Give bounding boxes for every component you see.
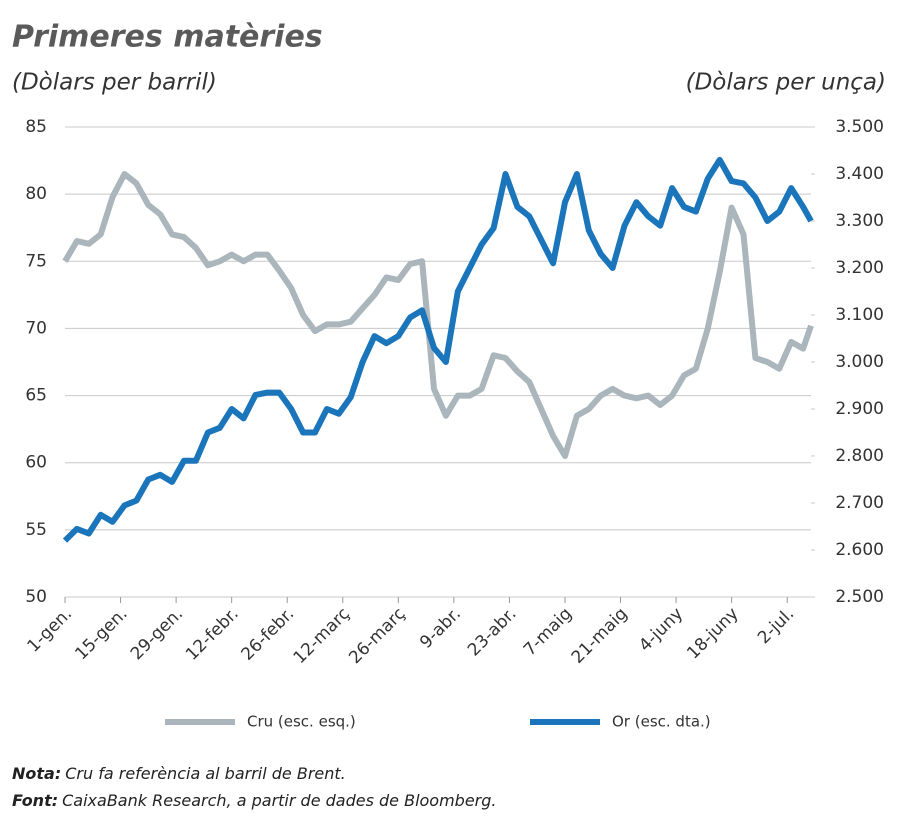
y-tick-label: 50 (25, 587, 47, 607)
note: Font: CaixaBank Research, a partir de dad… (12, 791, 497, 810)
x-tick-label: 26-febr. (238, 604, 299, 665)
x-tick-label: 29-gen. (127, 604, 187, 664)
y2-tick-label: 3.200 (835, 258, 884, 278)
x-tick-label: 23-abr. (464, 604, 520, 660)
series-line (62, 171, 814, 459)
x-tick-label: 26-març (345, 604, 409, 668)
x-tick-label: 7-maig (520, 604, 576, 660)
y2-tick-label: 3.100 (835, 305, 884, 325)
legend-label: Cru (esc. esq.) (247, 713, 356, 731)
note-text: Cru fa referència al barril de Brent. (65, 764, 346, 783)
x-tick-label: 9-abr. (416, 604, 465, 653)
x-tick-label: 1-gen. (23, 604, 76, 657)
y-tick-label: 65 (25, 386, 47, 406)
note-label: Font: (12, 791, 58, 810)
x-tick-label: 21-maig (568, 604, 632, 668)
y2-tick-label: 2.700 (835, 493, 884, 513)
note-label: Nota: (12, 764, 61, 783)
x-tick-label: 12-febr. (182, 604, 243, 665)
legend-label: Or (esc. dta.) (612, 713, 711, 731)
y-axis-title: (Dòlars per barril) (12, 70, 217, 96)
x-tick-label: 2-jul. (754, 604, 798, 648)
y2-tick-label: 3.300 (835, 211, 884, 231)
y2-tick-label: 3.400 (835, 164, 884, 184)
series-line (62, 156, 814, 543)
y2-tick-label: 2.800 (835, 446, 884, 466)
y-tick-label: 60 (25, 453, 47, 473)
y-tick-label: 55 (25, 520, 47, 540)
x-tick-label: 18-juny (683, 604, 742, 663)
y2-tick-label: 2.600 (835, 540, 884, 560)
y-tick-label: 80 (25, 184, 47, 204)
chart-title: Primeres matèries (12, 20, 323, 55)
x-tick-label: 15-gen. (71, 604, 131, 664)
y2-tick-label: 2.500 (835, 587, 884, 607)
y2-tick-label: 3.500 (835, 117, 884, 137)
y-tick-label: 75 (25, 251, 47, 271)
y2-tick-label: 3.000 (835, 352, 884, 372)
x-tick-label: 12-març (290, 604, 354, 668)
x-tick-label: 4-juny (635, 604, 687, 656)
note: Nota: Cru fa referència al barril de Bren… (12, 764, 346, 783)
y-tick-label: 85 (25, 117, 47, 137)
note-text: CaixaBank Research, a partir de dades de… (62, 791, 496, 810)
y2-axis-title: (Dòlars per unça) (686, 70, 886, 96)
y2-tick-label: 2.900 (835, 399, 884, 419)
y-tick-label: 70 (25, 318, 47, 338)
